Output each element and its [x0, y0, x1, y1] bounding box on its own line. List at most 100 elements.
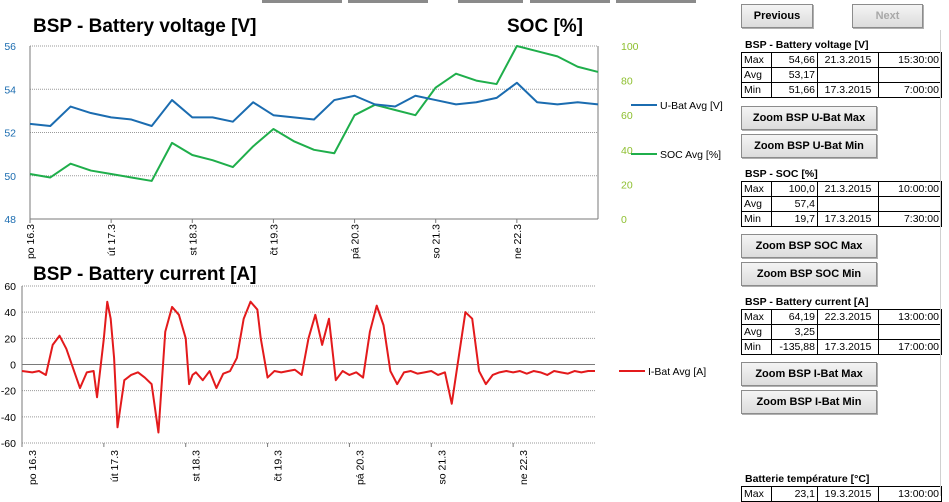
stat-time: 7:00:00 — [878, 82, 942, 98]
stat-value: -135,88 — [771, 339, 818, 355]
y-tick-label-right: 100 — [621, 41, 639, 53]
table-row: Max 100,0 21.3.2015 10:00:00 — [741, 181, 942, 197]
stat-time — [878, 324, 942, 340]
table-row: Min 19,7 17.3.2015 7:30:00 — [741, 211, 942, 227]
stat-time — [878, 67, 942, 83]
table-row: Avg 53,17 — [741, 67, 942, 83]
y-tick-label-left: 50 — [4, 171, 16, 183]
charts-area: 48 50 52 54 56 0 20 40 60 80 100 po 16.3 út 17.3 st 1… — [1, 41, 723, 485]
soc-stats-table: Max 100,0 21.3.2015 10:00:00 Avg 57,4 Mi… — [741, 181, 942, 227]
temperature-stats-title: Batterie température [°C] — [745, 473, 870, 485]
y-tick-label-left: 54 — [4, 84, 16, 96]
stat-value: 54,66 — [771, 52, 818, 68]
voltage-stats-title: BSP - Battery voltage [V] — [745, 39, 869, 51]
x-tick-label: so 21.3 — [436, 450, 448, 485]
y-tick-label-right: 60 — [621, 110, 633, 122]
y-tick-label: 20 — [4, 333, 16, 345]
voltage-stats-table: Max 54,66 21.3.2015 15:30:00 Avg 53,17 M… — [741, 52, 942, 98]
previous-button[interactable]: Previous — [741, 4, 813, 28]
stat-label: Avg — [741, 324, 772, 340]
top-strip — [262, 0, 342, 3]
temperature-stats-table: Max 23,1 19.3.2015 13:00:00 — [741, 486, 942, 502]
stat-value: 51,66 — [771, 82, 818, 98]
stat-value: 23,1 — [771, 486, 818, 502]
stat-date — [817, 324, 879, 340]
stat-date — [817, 67, 879, 83]
sheet-gridline — [940, 30, 941, 496]
y-tick-label-left: 48 — [4, 214, 16, 226]
x-tick-label: so 21.3 — [431, 224, 443, 259]
voltage-series-line — [29, 81, 599, 128]
stat-value: 3,25 — [771, 324, 818, 340]
x-tick-label: čt 19.3 — [273, 450, 285, 482]
zoom-ubat-max-button[interactable]: Zoom BSP U-Bat Max — [741, 106, 877, 130]
zoom-ibat-max-button[interactable]: Zoom BSP I-Bat Max — [741, 362, 877, 386]
stat-value: 64,19 — [771, 309, 818, 325]
stat-label: Min — [741, 82, 772, 98]
stat-label: Max — [741, 309, 772, 325]
stat-label: Max — [741, 486, 772, 502]
soc-stats-title: BSP - SOC [%] — [745, 168, 818, 180]
stat-date: 17.3.2015 — [817, 211, 879, 227]
y-tick-label-right: 0 — [621, 214, 627, 226]
x-tick-label: ne 22.3 — [512, 224, 524, 259]
x-tick-label: pá 20.3 — [354, 450, 366, 485]
zoom-soc-max-button[interactable]: Zoom BSP SOC Max — [741, 234, 877, 258]
stat-time: 10:00:00 — [878, 181, 942, 197]
y-tick-label-right: 80 — [621, 76, 633, 88]
table-row: Avg 3,25 — [741, 324, 942, 340]
stat-value: 19,7 — [771, 211, 818, 227]
x-tick-label: čt 19.3 — [268, 224, 280, 256]
x-tick-label: ne 22.3 — [518, 450, 530, 485]
legend-soc-label: SOC Avg [%] — [660, 149, 721, 161]
voltage-chart-title: BSP - Battery voltage [V] — [33, 16, 257, 37]
y-tick-label-right: 20 — [621, 179, 633, 191]
x-tick-label: pá 20.3 — [350, 224, 362, 259]
y-tick-label: 0 — [10, 360, 16, 372]
legend-current-label: I-Bat Avg [A] — [648, 366, 706, 378]
stat-date: 22.3.2015 — [817, 309, 879, 325]
current-series-line — [21, 300, 595, 434]
y-tick-label: -40 — [1, 412, 16, 424]
top-strip — [616, 0, 696, 3]
top-strip — [530, 0, 610, 3]
current-chart-title: BSP - Battery current [A] — [33, 264, 257, 285]
soc-axis-title: SOC [%] — [507, 16, 583, 37]
stat-value: 100,0 — [771, 181, 818, 197]
stat-label: Avg — [741, 196, 772, 212]
top-strip — [348, 0, 428, 3]
next-button[interactable]: Next — [852, 4, 923, 28]
stat-label: Max — [741, 181, 772, 197]
stat-date: 21.3.2015 — [817, 52, 879, 68]
table-row: Min 51,66 17.3.2015 7:00:00 — [741, 82, 942, 98]
table-row: Avg 57,4 — [741, 196, 942, 212]
legend-voltage-label: U-Bat Avg [V] — [660, 100, 723, 112]
stat-value: 57,4 — [771, 196, 818, 212]
stat-date: 21.3.2015 — [817, 181, 879, 197]
stat-date: 17.3.2015 — [817, 82, 879, 98]
zoom-soc-min-button[interactable]: Zoom BSP SOC Min — [741, 262, 877, 286]
stat-time: 15:30:00 — [878, 52, 942, 68]
current-stats-title: BSP - Battery current [A] — [745, 296, 869, 308]
zoom-ubat-min-button[interactable]: Zoom BSP U-Bat Min — [741, 134, 877, 158]
stat-time — [878, 196, 942, 212]
top-strip — [458, 0, 523, 3]
table-row: Min -135,88 17.3.2015 17:00:00 — [741, 339, 942, 355]
x-tick-label: út 17.3 — [109, 450, 121, 482]
stat-label: Avg — [741, 67, 772, 83]
zoom-ibat-min-button[interactable]: Zoom BSP I-Bat Min — [741, 390, 877, 414]
stat-date: 19.3.2015 — [817, 486, 879, 502]
table-row: Max 54,66 21.3.2015 15:30:00 — [741, 52, 942, 68]
x-tick-label: út 17.3 — [106, 224, 118, 256]
y-tick-label: 60 — [4, 281, 16, 293]
x-tick-label: po 16.3 — [27, 450, 39, 485]
stat-date — [817, 196, 879, 212]
soc-series-line — [29, 45, 599, 182]
stat-time: 7:30:00 — [878, 211, 942, 227]
y-tick-label-left: 56 — [4, 41, 16, 53]
stat-label: Min — [741, 211, 772, 227]
stat-label: Max — [741, 52, 772, 68]
x-tick-label: po 16.3 — [25, 224, 37, 259]
stat-time: 13:00:00 — [878, 486, 942, 502]
y-tick-label: -20 — [1, 386, 16, 398]
